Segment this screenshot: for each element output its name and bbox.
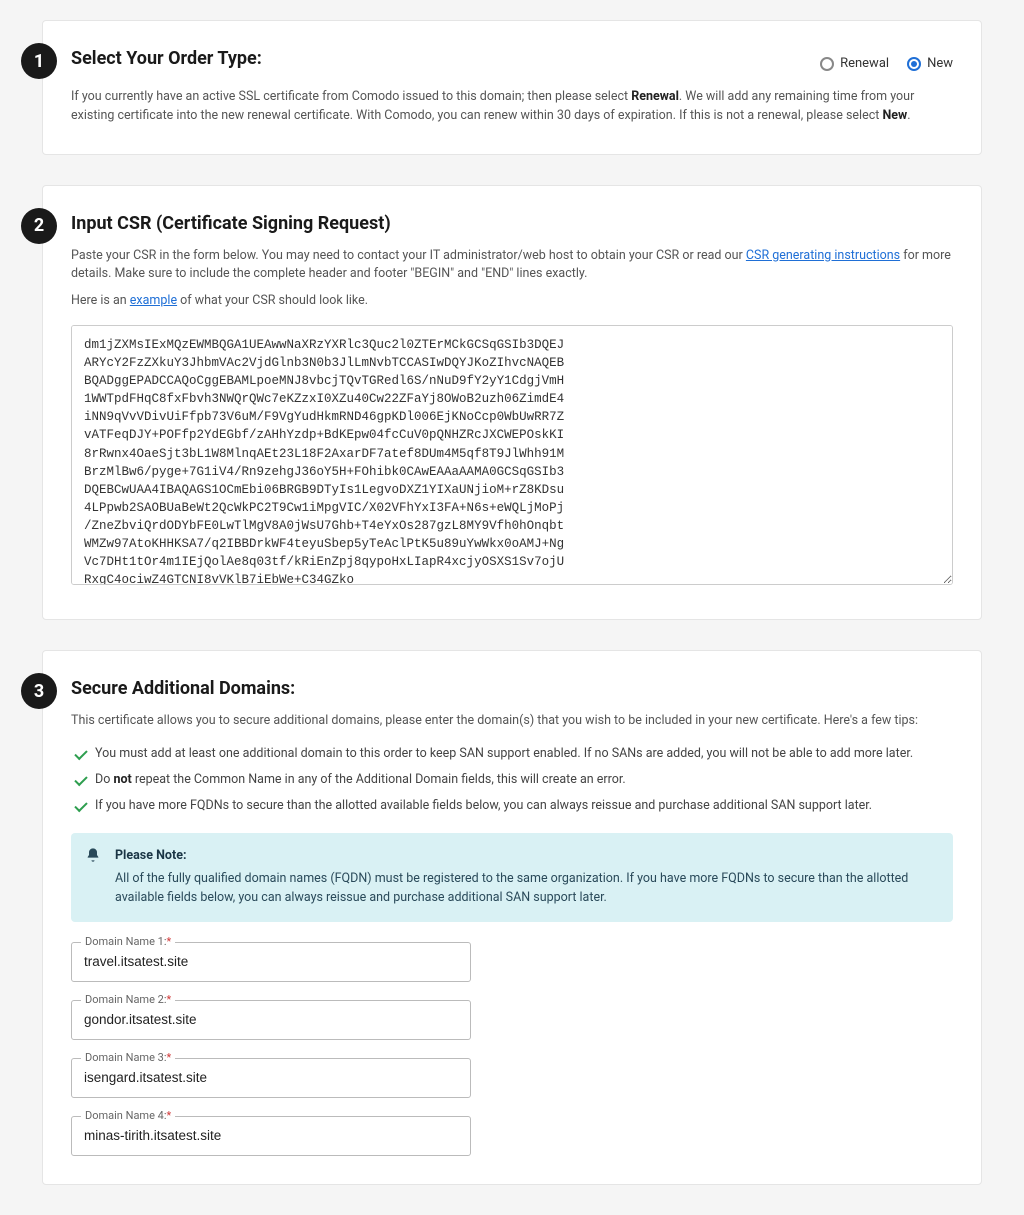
- csr-instructions-link[interactable]: CSR generating instructions: [746, 248, 900, 263]
- domain-field-1: Domain Name 1:*: [71, 942, 471, 982]
- domain-label-1: Domain Name 1:*: [81, 934, 175, 951]
- domain-field-3: Domain Name 3:*: [71, 1058, 471, 1098]
- renewal-radio[interactable]: Renewal: [820, 54, 889, 74]
- radio-icon: [907, 57, 921, 71]
- tip-item: If you have more FQDNs to secure than th…: [71, 797, 953, 816]
- tip-item: You must add at least one additional dom…: [71, 745, 953, 764]
- note-body: All of the fully qualified domain names …: [115, 870, 937, 908]
- step3-number-badge: 3: [21, 673, 57, 709]
- tips-list: You must add at least one additional dom…: [71, 745, 953, 815]
- renewal-radio-label: Renewal: [840, 54, 889, 74]
- domain-label-3: Domain Name 3:*: [81, 1050, 175, 1067]
- radio-icon: [820, 57, 834, 71]
- new-radio[interactable]: New: [907, 54, 953, 74]
- please-note-box: Please Note: All of the fully qualified …: [71, 833, 953, 921]
- domain-label-4: Domain Name 4:*: [81, 1108, 175, 1125]
- step1-title: Select Your Order Type:: [71, 45, 262, 72]
- csr-example-link[interactable]: example: [130, 293, 177, 308]
- domain-field-4: Domain Name 4:*: [71, 1116, 471, 1156]
- csr-textarea[interactable]: [71, 325, 953, 585]
- bell-icon: [85, 847, 101, 863]
- step3-description: This certificate allows you to secure ad…: [71, 712, 953, 731]
- step3-title: Secure Additional Domains:: [71, 675, 953, 702]
- note-title: Please Note:: [115, 848, 186, 863]
- step2-title: Input CSR (Certificate Signing Request): [71, 210, 953, 237]
- step2-card: 2 Input CSR (Certificate Signing Request…: [42, 185, 982, 621]
- step3-card: 3 Secure Additional Domains: This certif…: [42, 650, 982, 1184]
- tip-item: Do not repeat the Common Name in any of …: [71, 771, 953, 790]
- order-type-radio-group: Renewal New: [820, 54, 953, 74]
- step1-number-badge: 1: [21, 43, 57, 79]
- step2-description-1: Paste your CSR in the form below. You ma…: [71, 247, 953, 285]
- step1-card: 1 Select Your Order Type: Renewal New If…: [42, 20, 982, 155]
- new-radio-label: New: [927, 54, 953, 74]
- step2-number-badge: 2: [21, 208, 57, 244]
- step1-description: If you currently have an active SSL cert…: [71, 88, 953, 126]
- step2-description-2: Here is an example of what your CSR shou…: [71, 292, 953, 311]
